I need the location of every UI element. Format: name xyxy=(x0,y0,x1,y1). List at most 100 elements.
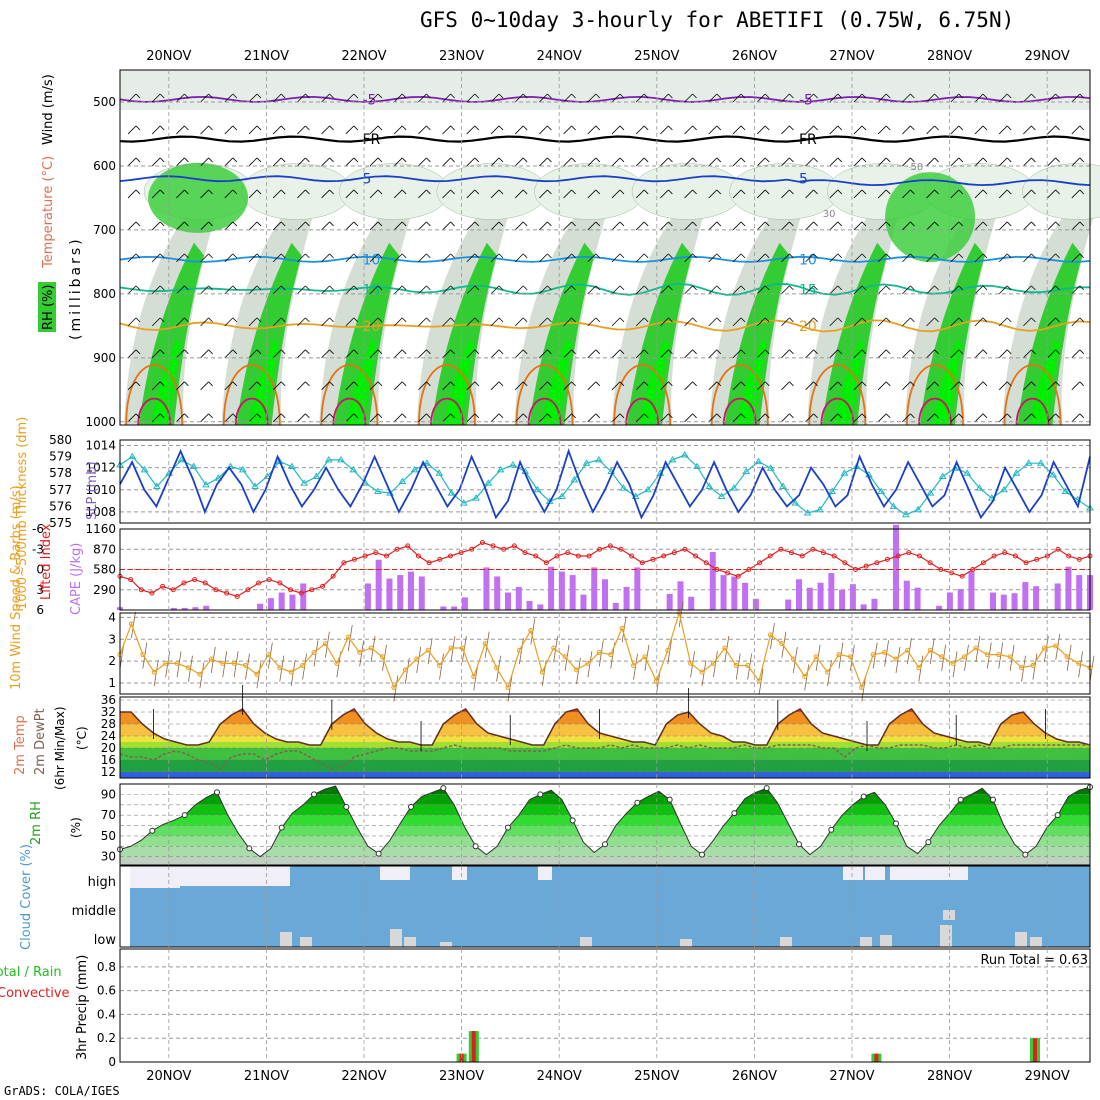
wind-barb xyxy=(781,93,790,103)
wind-barb xyxy=(418,413,427,423)
wind10m-marker xyxy=(882,649,888,655)
lifted-marker xyxy=(650,556,656,562)
wind-barb xyxy=(442,349,451,359)
wind-barb xyxy=(708,189,718,199)
wind-barb-flag xyxy=(184,93,189,99)
wind-barb xyxy=(708,413,718,423)
wind-barb-flag xyxy=(1079,93,1085,99)
wind-barb-flag xyxy=(764,253,770,259)
lifted-marker xyxy=(1023,560,1029,566)
wind-barb xyxy=(1023,381,1032,391)
thickness-marker xyxy=(349,465,358,473)
wind-barb-flag xyxy=(329,253,334,259)
wind-barb xyxy=(321,221,330,231)
wind-barb-flag xyxy=(426,381,431,387)
wind-barb xyxy=(321,189,330,199)
wind-barb-flag xyxy=(1079,189,1085,195)
wind-barb-flag xyxy=(910,349,915,355)
wind-barb-flag xyxy=(232,349,238,355)
wind-barb xyxy=(466,221,476,231)
wind-barb-flag xyxy=(958,189,964,195)
wind-barb xyxy=(345,317,355,327)
wind-barb xyxy=(490,317,500,327)
wind-barb xyxy=(926,93,935,103)
wind-barb-flag xyxy=(353,125,359,131)
temp-ylabel-2: 2m DewPt xyxy=(33,708,48,775)
wind-barb xyxy=(708,285,718,295)
wind-barb-flag xyxy=(789,253,794,259)
wind-barb-flag xyxy=(910,125,915,131)
wind-barb-flag xyxy=(571,157,576,163)
wind-barb xyxy=(805,189,814,199)
cape-bar xyxy=(796,579,802,610)
temp-band xyxy=(120,772,1090,778)
wind-barb-flag xyxy=(595,349,601,355)
rh-marker xyxy=(763,785,770,792)
wind-barb xyxy=(563,93,572,103)
wind-barb-flag xyxy=(401,317,407,323)
wind-barb-flag xyxy=(885,381,891,387)
wind-barb xyxy=(1023,349,1032,359)
temp-band xyxy=(120,709,1090,712)
wind10m-marker xyxy=(185,665,191,671)
cape-bar xyxy=(526,600,533,610)
wind-barb xyxy=(539,285,548,295)
wind-barb-flag xyxy=(401,221,407,227)
wind-barb-flag xyxy=(764,413,770,419)
rh-cloud-patch xyxy=(436,163,548,220)
wind-barb-flag xyxy=(498,381,504,387)
lifted-marker xyxy=(852,567,858,572)
lifted-tick: 0 xyxy=(36,563,44,577)
wind-barb-flag xyxy=(184,413,189,419)
wind-barb-flag xyxy=(305,381,310,387)
wind10m-marker xyxy=(836,652,842,658)
wind-barb-flag xyxy=(377,189,383,195)
wind-barb xyxy=(1023,157,1032,167)
wind-barb-flag xyxy=(305,125,310,131)
wind-barb xyxy=(514,125,524,135)
cape-bar xyxy=(634,567,641,610)
wind-barb-flag xyxy=(135,189,141,195)
wind-barb-flag xyxy=(764,125,770,131)
wind-barb xyxy=(974,189,984,199)
wind-barb-flag xyxy=(1055,93,1060,99)
wind10m-marker xyxy=(345,634,351,640)
wind-barb xyxy=(272,125,282,135)
wind-barb-flag xyxy=(184,125,189,131)
wind-barb xyxy=(877,221,887,231)
rh-band xyxy=(120,794,1090,805)
wind10m-marker xyxy=(288,669,294,675)
wind-barb-flag xyxy=(885,93,891,99)
wind-barb xyxy=(466,189,476,199)
wind-barb-flag xyxy=(861,157,867,163)
wind10m-marker xyxy=(140,652,146,658)
wind-barb xyxy=(151,317,161,327)
wind-barb-flag xyxy=(571,189,576,195)
thickness-marker xyxy=(435,469,444,476)
wind-barb xyxy=(877,157,887,167)
wind-barb-flag xyxy=(498,93,504,99)
wind10m-marker xyxy=(300,663,306,669)
wind10m-tick: 2 xyxy=(108,654,116,668)
wind-barb-flag xyxy=(813,221,818,227)
lifted-marker xyxy=(160,583,166,589)
wind-barb-flag xyxy=(716,349,722,355)
wind-barb-flag xyxy=(1055,381,1060,387)
wind-barb-flag xyxy=(1006,285,1012,291)
lifted-marker xyxy=(895,553,901,559)
wind-barb xyxy=(635,253,645,263)
precip-legend-total: Total / Rain xyxy=(0,965,62,980)
thickness-marker xyxy=(766,464,775,471)
thickness-marker xyxy=(447,489,456,496)
isotherm-line xyxy=(119,175,1091,187)
wind-barb-flag xyxy=(740,221,746,227)
lifted-marker xyxy=(991,553,997,559)
wind-barb-flag xyxy=(232,317,238,323)
wind-barb xyxy=(732,93,742,103)
wind-barb-flag xyxy=(837,285,843,291)
wind-barb xyxy=(321,93,330,103)
lifted-marker xyxy=(927,560,933,566)
thickness-marker xyxy=(1012,469,1021,476)
wind-barb-flag xyxy=(305,285,310,291)
lifted-marker xyxy=(661,553,667,559)
